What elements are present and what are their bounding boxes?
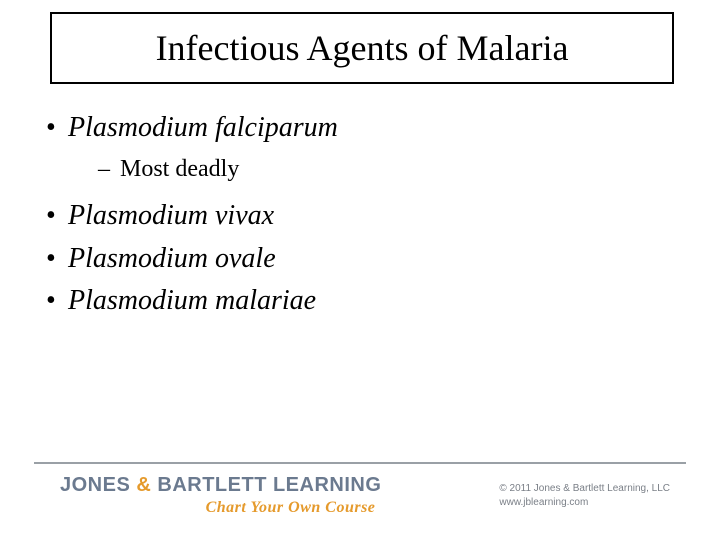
bullet-text: Plasmodium malariae <box>68 285 316 316</box>
bullet-text: Plasmodium falciparum <box>68 112 338 143</box>
brand-prefix: JONES <box>60 474 136 496</box>
copyright-block: © 2011 Jones & Bartlett Learning, LLC ww… <box>499 482 670 510</box>
sub-bullet-text: Most deadly <box>120 156 239 182</box>
brand-ampersand: & <box>136 474 151 496</box>
publisher-url: www.jblearning.com <box>499 496 670 510</box>
footer-divider <box>34 462 686 464</box>
title-box: Infectious Agents of Malaria <box>50 12 674 84</box>
brand-name: JONES & BARTLETT LEARNING <box>60 474 381 497</box>
sub-list-item: Most deadly <box>68 153 680 187</box>
copyright-text: © 2011 Jones & Bartlett Learning, LLC <box>499 482 670 496</box>
bullet-text: Plasmodium ovale <box>68 243 276 274</box>
list-item: Plasmodium falciparum Most deadly <box>40 108 680 186</box>
publisher-brand: JONES & BARTLETT LEARNING Chart Your Own… <box>60 474 381 517</box>
list-item: Plasmodium malariae <box>40 281 680 322</box>
brand-tagline: Chart Your Own Course <box>60 499 381 517</box>
bullet-text: Plasmodium vivax <box>68 200 274 231</box>
list-item: Plasmodium vivax <box>40 196 680 237</box>
brand-suffix: BARTLETT LEARNING <box>151 474 381 496</box>
footer: JONES & BARTLETT LEARNING Chart Your Own… <box>0 462 720 540</box>
bullet-list: Plasmodium falciparum Most deadly Plasmo… <box>40 108 680 322</box>
slide-body: Plasmodium falciparum Most deadly Plasmo… <box>40 108 680 324</box>
slide-title: Infectious Agents of Malaria <box>156 27 569 69</box>
list-item: Plasmodium ovale <box>40 239 680 280</box>
sub-list: Most deadly <box>68 153 680 187</box>
slide: Infectious Agents of Malaria Plasmodium … <box>0 0 720 540</box>
